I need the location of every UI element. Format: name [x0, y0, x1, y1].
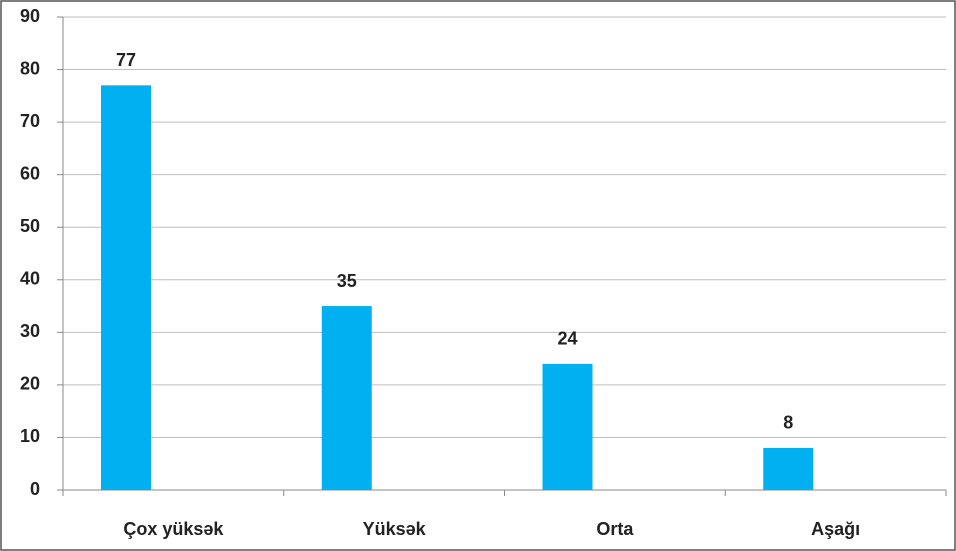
y-tick-label: 70: [20, 111, 40, 131]
bar: [542, 363, 593, 490]
y-tick-label: 50: [20, 216, 40, 236]
data-label: 8: [783, 413, 793, 433]
bar: [101, 85, 151, 491]
y-tick-label: 30: [20, 321, 40, 341]
x-tick-label: Aşağı: [811, 519, 860, 539]
data-label: 35: [337, 271, 357, 291]
y-tick-label: 10: [20, 426, 40, 446]
x-tick-label: Orta: [596, 519, 634, 539]
y-tick-label: 60: [20, 163, 40, 183]
y-tick-label: 20: [20, 374, 40, 394]
y-tick-label: 90: [20, 6, 40, 26]
data-label: 77: [116, 50, 136, 70]
x-tick-label: Yüksək: [363, 519, 427, 539]
y-tick-label: 80: [20, 58, 40, 78]
x-tick-label: Çox yüksək: [123, 519, 224, 539]
data-label: 24: [557, 329, 577, 349]
bar: [321, 306, 372, 490]
bar: [763, 447, 814, 490]
y-tick-label: 0: [30, 479, 40, 499]
y-tick-label: 40: [20, 269, 40, 289]
